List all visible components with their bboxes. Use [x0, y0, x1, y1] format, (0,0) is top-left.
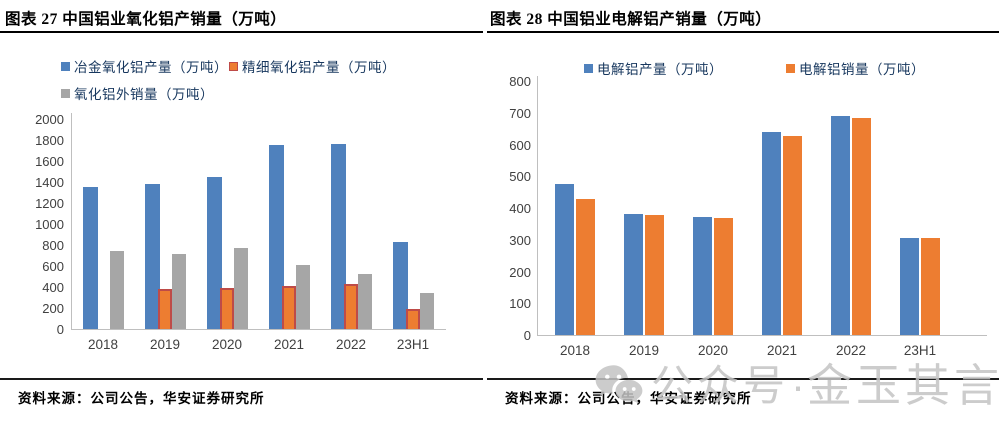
chart-title-28: 图表 28 中国铝业电解铝产销量（万吨）	[490, 11, 772, 28]
bar-2020-series0	[693, 217, 712, 335]
x-axis-label: 2019	[149, 337, 181, 352]
x-axis-label: 23H1	[396, 337, 430, 352]
bar-23H1-series1	[406, 309, 420, 329]
x-axis-line	[537, 335, 987, 336]
x-axis-label: 2018	[87, 337, 119, 352]
y-axis-label: 1000	[35, 217, 64, 232]
legend-item: 电解铝销量（万吨）	[786, 58, 925, 78]
panel-electrolytic-chart: 图表 28 中国铝业电解铝产销量（万吨） 电解铝产量（万吨） 电解铝销量（万吨） …	[487, 0, 999, 441]
legend-label: 电解铝产量（万吨）	[597, 62, 723, 77]
bar-2021-series0	[269, 145, 284, 329]
y-axis-label: 600	[509, 137, 531, 153]
bar-2019-series1	[645, 215, 664, 335]
y-axis-label: 800	[42, 238, 64, 253]
y-axis-label: 500	[509, 169, 531, 185]
y-axis-label: 600	[42, 259, 64, 274]
bar-2018-series1	[576, 199, 595, 335]
x-axis-label: 23H1	[903, 343, 937, 358]
y-axis-label: 1200	[35, 196, 64, 211]
panel-alumina-chart: 图表 27 中国铝业氧化铝产销量（万吨） 冶金氧化铝产量（万吨） 精细氧化铝产量（…	[0, 0, 483, 441]
chart-title-27: 图表 27 中国铝业氧化铝产销量（万吨）	[5, 11, 287, 28]
y-axis-label: 0	[56, 322, 64, 337]
legend-item: 精细氧化铝产量（万吨）	[229, 56, 396, 76]
legend-item: 冶金氧化铝产量（万吨）	[61, 56, 228, 76]
legend-label: 氧化铝外销量（万吨）	[74, 87, 214, 102]
bar-2022-series2	[358, 274, 372, 329]
legend-swatch	[786, 63, 795, 73]
x-axis-label: 2019	[628, 343, 660, 358]
bar-2022-series1	[852, 118, 871, 335]
x-axis-label: 2022	[335, 337, 367, 352]
y-axis-label: 200	[42, 301, 64, 316]
legend-swatch	[61, 88, 70, 98]
bar-2020-series0	[207, 177, 222, 329]
legend-label: 冶金氧化铝产量（万吨）	[74, 60, 228, 75]
y-axis-label: 100	[509, 296, 531, 312]
title-underline	[0, 31, 483, 33]
bar-2019-series2	[172, 254, 186, 329]
y-axis-line	[537, 76, 538, 336]
bar-2019-series1	[158, 289, 172, 329]
legend-item: 氧化铝外销量（万吨）	[61, 83, 214, 103]
y-axis-line	[71, 113, 72, 330]
legend-swatch	[229, 61, 238, 71]
bar-2022-series0	[331, 144, 346, 329]
bar-2018-series2	[110, 251, 124, 329]
bar-23H1-series0	[393, 242, 408, 329]
x-axis-label: 2022	[835, 343, 867, 358]
legend-swatch	[61, 61, 70, 71]
bar-2022-series0	[831, 116, 850, 335]
y-axis-label: 2000	[35, 112, 64, 127]
bar-23H1-series1	[921, 238, 940, 335]
y-axis-label: 800	[509, 74, 531, 89]
bar-2018-series0	[83, 187, 98, 329]
x-axis-line	[71, 329, 446, 330]
bar-2021-series1	[783, 136, 802, 335]
title-underline	[487, 31, 999, 33]
x-axis-label: 2021	[766, 343, 798, 358]
legend-label: 电解铝销量（万吨）	[799, 62, 925, 77]
bar-23H1-series0	[900, 238, 919, 335]
y-axis-label: 400	[42, 280, 64, 295]
y-axis-label: 300	[509, 232, 531, 248]
y-axis-label: 1600	[35, 154, 64, 169]
y-axis-label: 1400	[35, 175, 64, 190]
source-text: 资料来源：公司公告，华安证券研究所	[505, 391, 752, 406]
source-text: 资料来源：公司公告，华安证券研究所	[18, 391, 265, 406]
y-axis-label: 400	[509, 201, 531, 216]
x-axis-label: 2020	[211, 337, 243, 352]
footer-rule	[0, 378, 483, 380]
bar-2020-series1	[714, 218, 733, 335]
x-axis-label: 2018	[559, 343, 591, 358]
bar-2021-series2	[296, 265, 310, 329]
bar-2019-series0	[624, 214, 643, 335]
x-axis-label: 2021	[273, 337, 305, 352]
bar-23H1-series2	[420, 293, 434, 329]
legend-swatch	[584, 63, 593, 73]
footer-rule	[487, 378, 999, 380]
bar-2020-series1	[220, 288, 234, 329]
bar-2021-series0	[762, 132, 781, 335]
bar-2018-series0	[555, 184, 574, 335]
bar-2022-series1	[344, 284, 358, 329]
bar-2021-series1	[282, 286, 296, 329]
legend-label: 精细氧化铝产量（万吨）	[242, 60, 396, 75]
bar-2019-series0	[145, 184, 160, 329]
bar-2020-series2	[234, 248, 248, 329]
legend-item: 电解铝产量（万吨）	[584, 58, 723, 78]
y-axis-label: 0	[523, 328, 531, 343]
y-axis-label: 1800	[35, 133, 64, 148]
y-axis-label: 700	[509, 105, 531, 121]
y-axis-label: 200	[509, 264, 531, 280]
x-axis-label: 2020	[697, 343, 729, 358]
